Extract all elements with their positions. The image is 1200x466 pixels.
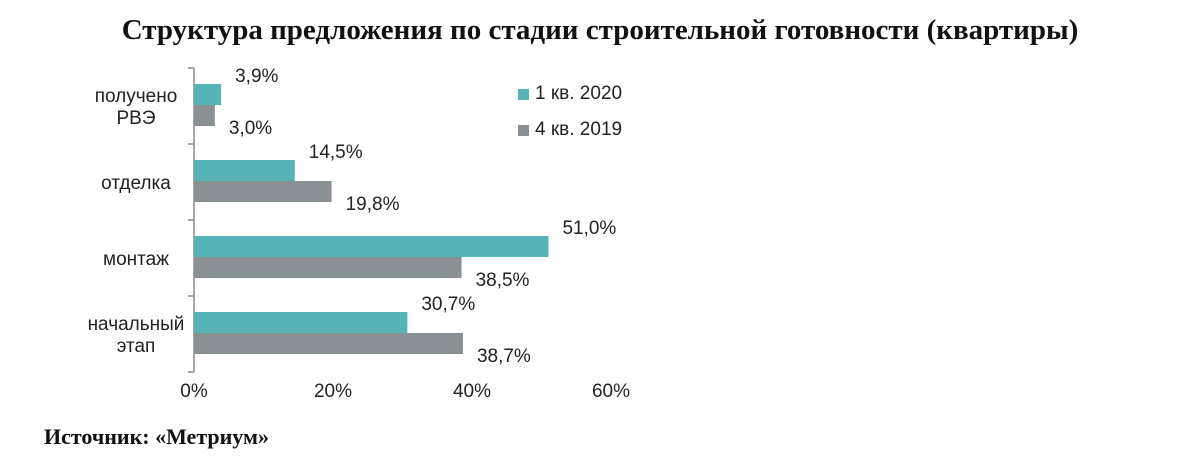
data-label: 3,9% <box>235 66 278 87</box>
x-tick-label: 0% <box>180 381 208 402</box>
x-tick-label: 20% <box>314 381 352 402</box>
chart-title: Структура предложения по стадии строител… <box>121 14 1079 46</box>
data-label: 19,8% <box>346 194 400 215</box>
category-label: этап <box>117 336 156 357</box>
bar-q1-2020 <box>194 160 295 181</box>
bar-q1-2020 <box>194 236 549 257</box>
x-tick-label: 60% <box>592 381 630 402</box>
data-label: 30,7% <box>421 294 475 315</box>
data-label: 38,7% <box>477 346 531 367</box>
bar-q1-2020 <box>194 312 408 333</box>
category-label: монтаж <box>103 249 169 270</box>
data-label: 38,5% <box>476 270 530 291</box>
x-tick-label: 40% <box>453 381 491 402</box>
legend-label: 1 кв. 2020 <box>535 83 622 104</box>
legend-label: 4 кв. 2019 <box>535 119 622 140</box>
source-note: Источник: «Метриум» <box>44 424 270 449</box>
data-label: 51,0% <box>562 218 616 239</box>
bar-q4-2019 <box>194 181 332 202</box>
bar-q4-2019 <box>194 105 215 126</box>
category-label: получено <box>95 86 178 107</box>
bar-q1-2020 <box>194 84 222 105</box>
category-label: РВЭ <box>116 108 155 129</box>
legend-swatch <box>518 125 529 136</box>
category-label: отделка <box>101 173 171 194</box>
bar-q4-2019 <box>194 333 463 354</box>
bar-q4-2019 <box>194 257 462 278</box>
data-label: 14,5% <box>309 142 363 163</box>
legend-swatch <box>518 89 529 100</box>
data-label: 3,0% <box>229 118 272 139</box>
category-label: начальный <box>88 314 185 335</box>
